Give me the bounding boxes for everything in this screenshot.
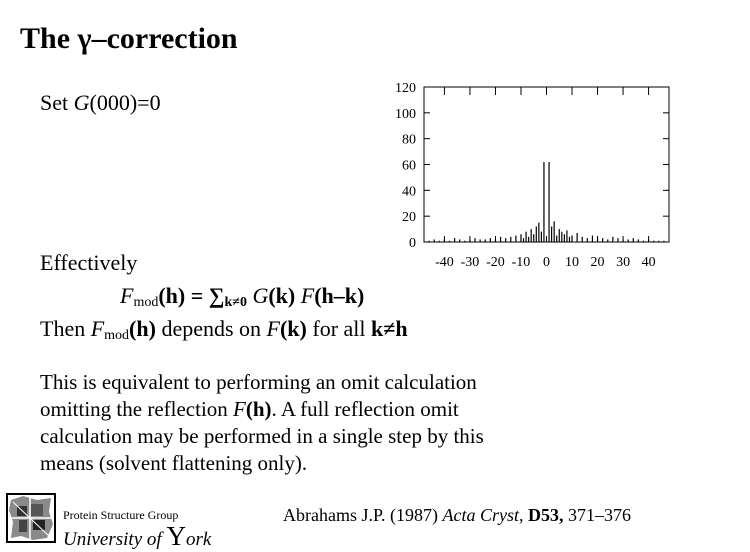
x-tick-label: -30 bbox=[461, 255, 480, 270]
x-tick-label: -20 bbox=[486, 255, 505, 270]
y-tick-label: 100 bbox=[395, 107, 416, 122]
y-tick-label: 120 bbox=[395, 81, 416, 96]
university-name: University of York bbox=[63, 521, 212, 551]
fmod-formula: Fmod(h) = ∑k≠0 G(k) F(h–k) bbox=[120, 283, 365, 310]
paragraph-line-4: means (solvent flattening only). bbox=[40, 451, 308, 475]
x-tick-label: 40 bbox=[642, 255, 656, 270]
y-tick-label: 40 bbox=[402, 184, 416, 199]
plot-frame bbox=[423, 86, 670, 243]
effectively-label: Effectively bbox=[40, 250, 138, 275]
x-tick-label: 10 bbox=[565, 255, 579, 270]
axis-ticks bbox=[424, 86, 669, 243]
paragraph-line-3: calculation may be performed in a single… bbox=[40, 424, 484, 448]
omit-explanation-paragraph: This is equivalent to performing an omit… bbox=[40, 369, 484, 477]
x-tick-label: 30 bbox=[616, 255, 630, 270]
organization-name: Protein Structure Group bbox=[63, 508, 179, 522]
y-tick-label: 20 bbox=[402, 210, 416, 225]
x-tick-label: -40 bbox=[435, 255, 454, 270]
y-tick-labels: 0 20 40 60 80 100 120 bbox=[395, 81, 416, 251]
x-tick-label: 20 bbox=[591, 255, 605, 270]
york-logo-icon bbox=[3, 490, 59, 546]
y-tick-label: 0 bbox=[409, 236, 416, 251]
g-function-chart: 0 20 40 60 80 100 120 -40 -30 -20 -10 0 10 20 30 40 bbox=[395, 81, 670, 270]
y-tick-label: 80 bbox=[402, 133, 416, 148]
set-g-statement: Set G(000)=0 bbox=[40, 90, 161, 115]
dependency-statement: Then Fmod(h) depends on F(k) for all k≠h bbox=[40, 316, 408, 343]
citation: Abrahams J.P. (1987) Acta Cryst, D53, 37… bbox=[283, 505, 631, 525]
x-tick-labels: -40 -30 -20 -10 0 10 20 30 40 bbox=[435, 255, 656, 270]
x-tick-label: 0 bbox=[543, 255, 550, 270]
data-bars bbox=[428, 161, 665, 242]
paragraph-line-1: This is equivalent to performing an omit… bbox=[40, 370, 477, 394]
y-tick-label: 60 bbox=[402, 159, 416, 174]
paragraph-line-2: omitting the reflection F(h). A full ref… bbox=[40, 397, 459, 421]
slide-title: The γ–correction bbox=[20, 22, 238, 55]
x-tick-label: -10 bbox=[512, 255, 531, 270]
